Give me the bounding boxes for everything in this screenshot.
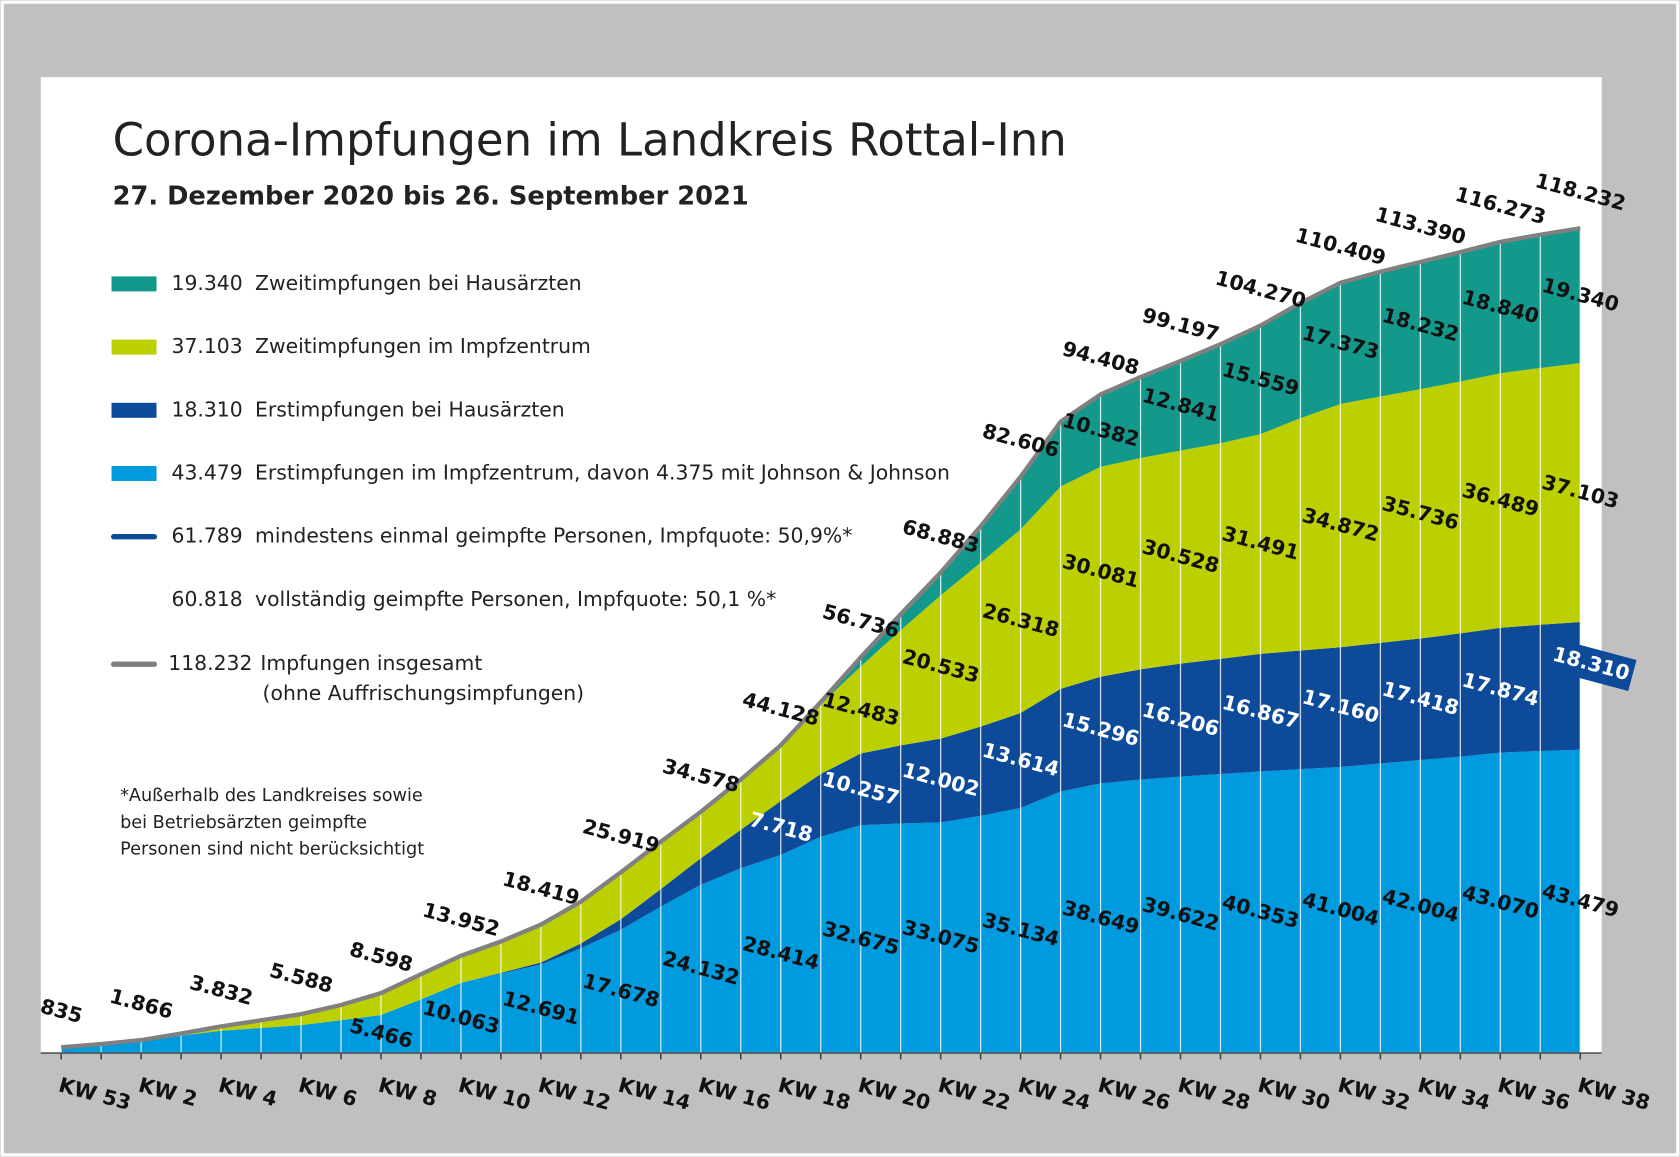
legend-label: Erstimpfungen im Impfzentrum, davon 4.37…	[255, 461, 950, 485]
chart-subtitle: 27. Dezember 2020 bis 26. September 2021	[113, 182, 749, 212]
legend-value: 19.340	[172, 271, 243, 295]
legend-label: (ohne Auffrischungsimpfungen)	[263, 681, 585, 705]
legend-value: 18.310	[172, 397, 243, 421]
footnote: bei Betriebsärzten geimpfte	[120, 813, 367, 833]
footnote: *Außerhalb des Landkreises sowie	[120, 786, 423, 806]
legend-label: Erstimpfungen bei Hausärzten	[255, 397, 565, 421]
legend-label: Zweitimpfungen bei Hausärzten	[255, 271, 582, 295]
chart-title: Corona-Impfungen im Landkreis Rottal-Inn	[113, 114, 1067, 167]
legend-label: Zweitimpfungen im Impfzentrum	[255, 334, 591, 358]
legend-label: Impfungen insgesamt	[260, 651, 482, 675]
legend-value: 43.479	[172, 461, 243, 485]
legend-value: 61.789	[172, 524, 243, 548]
legend-swatch	[111, 339, 157, 355]
legend-label: mindestens einmal geimpfte Personen, Imp…	[255, 524, 852, 548]
legend-swatch	[111, 276, 157, 292]
legend-swatch	[111, 402, 157, 418]
legend-label: vollständig geimpfte Personen, Impfquote…	[255, 587, 776, 611]
legend-value: 60.818	[172, 587, 243, 611]
legend-swatch	[111, 466, 157, 482]
area	[61, 228, 1581, 1048]
legend-value: 118.232	[168, 651, 252, 675]
label-box	[1545, 637, 1637, 692]
total-line	[60, 226, 1581, 1050]
footnote: Personen sind nicht berücksichtigt	[120, 840, 424, 860]
legend-value: 37.103	[172, 334, 243, 358]
